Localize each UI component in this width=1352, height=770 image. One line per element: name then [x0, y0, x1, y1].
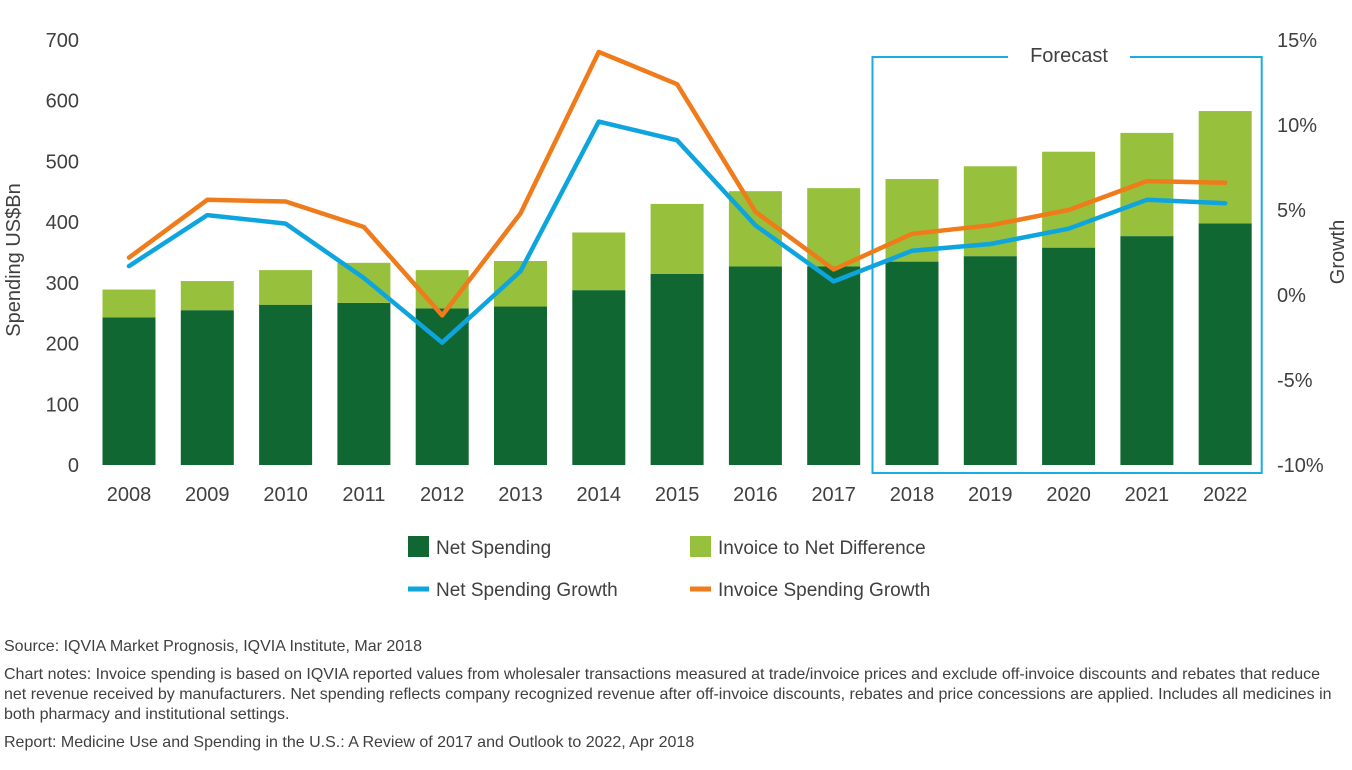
- y-left-axis-title: Spending US$Bn: [3, 183, 25, 336]
- x-tick-label: 2018: [890, 484, 935, 506]
- x-tick-label: 2020: [1046, 484, 1091, 506]
- y-right-tick-label: -10%: [1277, 455, 1324, 477]
- y-right-tick-label: 5%: [1277, 200, 1306, 222]
- x-tick-label: 2012: [420, 484, 465, 506]
- x-tick-label: 2010: [263, 484, 308, 506]
- bar-net-spending: [1120, 236, 1174, 465]
- bar-net-spending: [337, 302, 391, 465]
- x-tick-label: 2013: [498, 484, 543, 506]
- x-tick-label: 2021: [1125, 484, 1170, 506]
- chart-notes-text: Chart notes: Invoice spending is based o…: [4, 666, 1332, 723]
- x-tick-label: 2019: [968, 484, 1013, 506]
- bar-invoice-to-net-difference: [1120, 132, 1174, 237]
- legend-net-spending-growth-label: Net Spending Growth: [436, 580, 618, 601]
- bar-net-spending: [1198, 223, 1252, 465]
- x-tick-label: 2017: [811, 484, 856, 506]
- x-tick-label: 2009: [185, 484, 230, 506]
- bar-net-spending: [1042, 247, 1096, 465]
- bar-invoice-to-net-difference: [259, 270, 313, 305]
- y-right-tick-label: 0%: [1277, 285, 1306, 307]
- chart: 0 100 200 300 400 500 600 700 -10% -5% 0% 5% 10% 15% S…: [3, 30, 1349, 601]
- source-note: Source: IQVIA Market Prognosis, IQVIA In…: [4, 638, 422, 655]
- bar-net-spending: [415, 308, 469, 465]
- bar-invoice-to-net-difference: [1198, 111, 1252, 224]
- chart-notes: Source: IQVIA Market Prognosis, IQVIA In…: [4, 637, 1344, 761]
- legend-invoice-spending-growth-swatch: [690, 586, 711, 592]
- bar-net-spending: [102, 317, 156, 465]
- legend-invoice-to-net-difference-label: Invoice to Net Difference: [718, 538, 926, 559]
- y-left-tick-label: 0: [68, 455, 79, 477]
- y-right-tick-label: 10%: [1277, 115, 1317, 137]
- x-tick-label: 2022: [1203, 484, 1248, 506]
- y-left-tick-label: 100: [46, 394, 79, 416]
- bar-invoice-to-net-difference: [572, 232, 626, 291]
- legend-invoice-to-net-difference-swatch: [690, 536, 711, 557]
- bar-net-spending: [728, 266, 782, 465]
- y-left-tick-label: 500: [46, 151, 79, 173]
- legend-net-spending-label: Net Spending: [436, 538, 551, 559]
- y-left-tick-label: 200: [46, 334, 79, 356]
- bar-net-spending: [259, 304, 313, 465]
- y-right-tick-label: 15%: [1277, 30, 1317, 52]
- bar-net-spending: [572, 290, 626, 465]
- x-tick-label: 2008: [107, 484, 152, 506]
- legend-invoice-spending-growth-label: Invoice Spending Growth: [718, 580, 930, 601]
- y-left-tick-label: 300: [46, 273, 79, 295]
- forecast-box: [871, 56, 1263, 474]
- x-tick-label: 2014: [577, 484, 622, 506]
- bar-net-spending: [807, 266, 861, 465]
- forecast-label: Forecast: [1030, 45, 1108, 67]
- x-tick-label: 2011: [342, 484, 385, 506]
- bar-net-spending: [650, 273, 704, 465]
- y-left-tick-label: 700: [46, 30, 79, 52]
- bar-invoice-to-net-difference: [180, 281, 234, 311]
- bar-invoice-to-net-difference: [650, 203, 704, 274]
- y-left-tick-label: 600: [46, 91, 79, 113]
- bar-net-spending: [494, 306, 547, 465]
- y-right-tick-label: -5%: [1277, 370, 1313, 392]
- x-tick-label: 2016: [733, 484, 778, 506]
- legend-net-spending-growth-swatch: [408, 586, 429, 592]
- bar-invoice-to-net-difference: [102, 289, 156, 318]
- y-right-axis-title: Growth: [1327, 220, 1349, 284]
- legend-net-spending-swatch: [408, 536, 429, 557]
- bar-net-spending: [180, 310, 234, 465]
- bar-net-spending: [885, 261, 939, 465]
- bar-invoice-to-net-difference: [807, 188, 861, 267]
- report-note: Report: Medicine Use and Spending in the…: [4, 734, 695, 751]
- x-tick-label: 2015: [655, 484, 700, 506]
- bar-invoice-to-net-difference: [337, 262, 391, 303]
- bar-net-spending: [963, 256, 1017, 465]
- y-left-tick-label: 400: [46, 212, 79, 234]
